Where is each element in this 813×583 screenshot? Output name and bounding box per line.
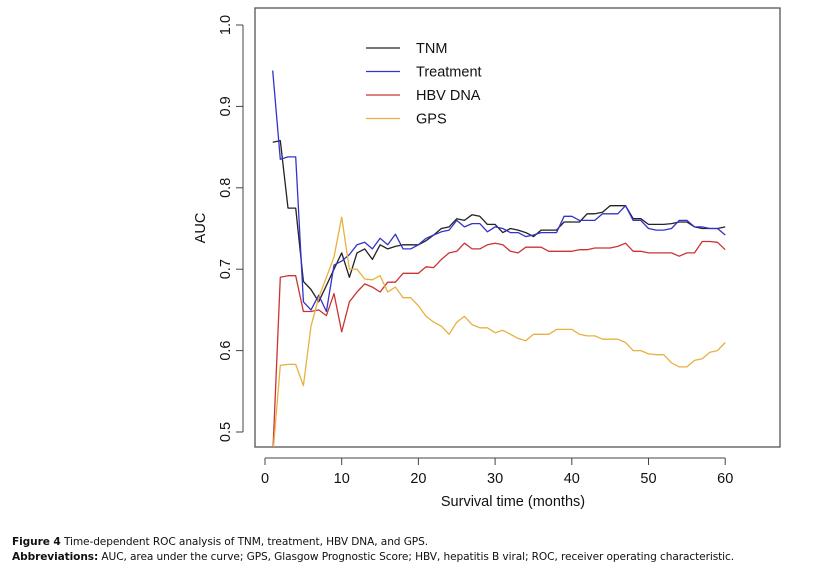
legend-label-tnm: TNM [416, 41, 447, 57]
series-line-hbv-dna [272, 240, 726, 447]
y-tick-label: 1.0 [218, 15, 234, 35]
abbreviations-label: Abbreviations: [12, 551, 99, 563]
figure-caption: Figure 4 Time-dependent ROC analysis of … [12, 536, 428, 548]
abbreviations-caption: Abbreviations: AUC, area under the curve… [12, 551, 734, 563]
x-tick-label: 20 [410, 471, 426, 487]
x-axis: 0 10 20 30 40 50 60 [261, 457, 733, 487]
series-line-tnm [272, 139, 726, 303]
x-tick-label: 40 [564, 471, 580, 487]
x-axis-label: Survival time (months) [441, 494, 585, 510]
figure-caption-text: Time-dependent ROC analysis of TNM, trea… [60, 536, 428, 548]
y-tick-label: 0.6 [218, 341, 234, 361]
y-axis: 0.5 0.6 0.7 0.8 0.9 1.0 [218, 15, 244, 442]
plot-frame [254, 7, 781, 448]
series-lines [272, 70, 726, 447]
x-tick-label: 30 [487, 471, 503, 487]
legend: TNM Treatment HBV DNA GPS [366, 41, 482, 128]
figure-label: Figure 4 [12, 536, 61, 548]
legend-label-treatment: Treatment [416, 65, 482, 81]
y-tick-label: 0.5 [218, 422, 234, 442]
series-line-gps [272, 216, 726, 447]
x-tick-label: 60 [717, 471, 733, 487]
x-tick-label: 50 [640, 471, 656, 487]
x-tick-label: 10 [334, 471, 350, 487]
y-tick-label: 0.8 [218, 178, 234, 198]
y-axis-label: AUC [193, 213, 209, 244]
legend-label-gps: GPS [416, 112, 447, 128]
legend-label-hbv-dna: HBV DNA [416, 88, 481, 104]
x-tick-label: 0 [261, 471, 269, 487]
series-line-treatment [272, 70, 726, 313]
auc-chart: 0 10 20 30 40 50 60 0.5 0.6 0.7 0.8 0.9 1.0 Surviva… [193, 7, 781, 510]
abbreviations-text: AUC, area under the curve; GPS, Glasgow … [98, 551, 734, 563]
y-tick-label: 0.7 [218, 259, 234, 279]
y-tick-label: 0.9 [218, 96, 234, 116]
